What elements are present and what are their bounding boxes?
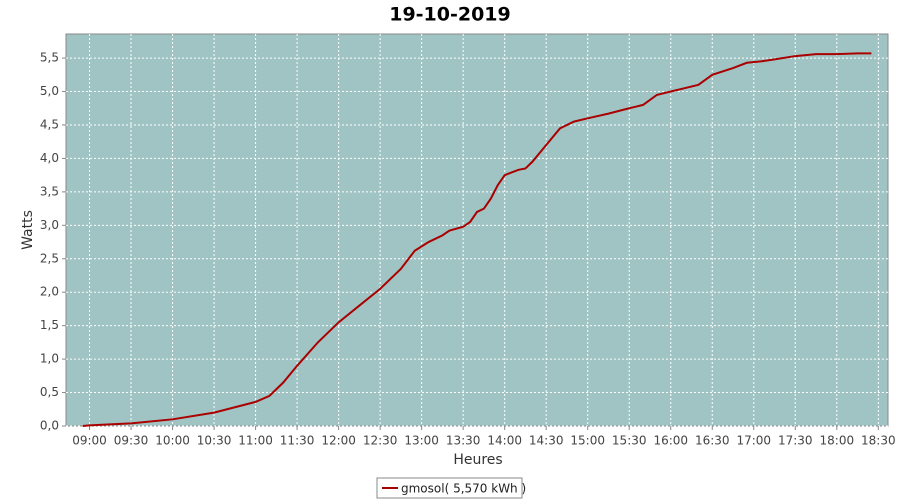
y-tick-label: 2,5 bbox=[40, 251, 59, 265]
x-tick-label: 09:30 bbox=[114, 434, 149, 448]
y-axis-label: Watts bbox=[20, 210, 36, 250]
y-tick-label: 1,0 bbox=[40, 352, 59, 366]
x-tick-label: 13:30 bbox=[446, 434, 481, 448]
x-tick-label: 14:00 bbox=[487, 434, 522, 448]
x-tick-label: 15:00 bbox=[570, 434, 605, 448]
y-tick-label: 4,5 bbox=[40, 117, 59, 131]
legend-label: gmosol( 5,570 kWh ) bbox=[401, 482, 526, 496]
x-tick-label: 10:30 bbox=[197, 434, 232, 448]
x-tick-label: 11:00 bbox=[238, 434, 273, 448]
x-tick-label: 12:00 bbox=[321, 434, 356, 448]
chart-title: 19-10-2019 bbox=[389, 4, 511, 26]
x-tick-label: 16:30 bbox=[695, 434, 730, 448]
x-tick-label: 12:30 bbox=[363, 434, 398, 448]
y-tick-label: 2,0 bbox=[40, 285, 59, 299]
y-tick-label: 5,5 bbox=[40, 51, 59, 65]
y-tick-label: 0,5 bbox=[40, 385, 59, 399]
x-tick-label: 09:00 bbox=[72, 434, 107, 448]
x-tick-label: 10:00 bbox=[155, 434, 190, 448]
x-tick-label: 18:30 bbox=[861, 434, 896, 448]
y-tick-label: 0,0 bbox=[40, 419, 59, 433]
x-tick-label: 11:30 bbox=[280, 434, 315, 448]
x-tick-label: 17:30 bbox=[778, 434, 813, 448]
y-tick-label: 3,5 bbox=[40, 184, 59, 198]
data-line bbox=[82, 52, 872, 427]
y-tick-label: 4,0 bbox=[40, 151, 59, 165]
x-tick-label: 13:00 bbox=[404, 434, 439, 448]
x-axis-label: Heures bbox=[453, 452, 502, 468]
y-tick-label: 1,5 bbox=[40, 318, 59, 332]
x-tick-label: 17:00 bbox=[736, 434, 771, 448]
y-tick-label: 5,0 bbox=[40, 84, 59, 98]
x-tick-label: 16:00 bbox=[653, 434, 688, 448]
x-tick-label: 15:30 bbox=[612, 434, 647, 448]
x-tick-label: 18:00 bbox=[820, 434, 855, 448]
legend-box bbox=[376, 477, 523, 499]
x-tick-label: 14:30 bbox=[529, 434, 564, 448]
y-tick-label: 3,0 bbox=[40, 218, 59, 232]
plot-area bbox=[65, 33, 889, 427]
